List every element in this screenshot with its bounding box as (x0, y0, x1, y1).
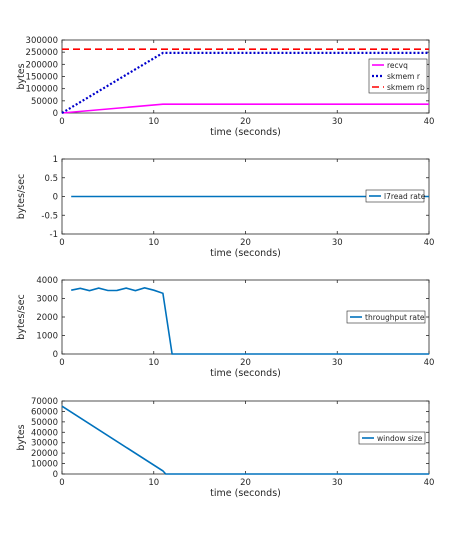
y-tick-label: 1000 (36, 332, 58, 342)
x-tick-label: 40 (424, 238, 435, 248)
legend-entry: skmem r (387, 72, 421, 81)
y-tick-label: 20000 (31, 449, 58, 459)
series-line-window-size (61, 405, 429, 475)
x-tick-label: 20 (240, 117, 251, 127)
y-tick-label: 0 (53, 109, 58, 119)
y-tick-label: -0.5 (41, 211, 58, 221)
y-tick-label: 10000 (31, 460, 58, 470)
legend-entry: l7read rate (384, 192, 426, 201)
legend: throughput rate (346, 310, 426, 324)
x-axis-label: time (seconds) (210, 127, 281, 138)
series-line-skmem-r (61, 51, 429, 114)
chart-panel-1: 0 10 20 30 400500001000001500002000002500003… (16, 36, 434, 138)
x-tick-label: 0 (59, 358, 64, 368)
x-tick-label: 30 (332, 478, 343, 488)
x-tick-label: 0 (59, 238, 64, 248)
x-tick-label: 20 (240, 358, 251, 368)
y-tick-label: 100000 (26, 85, 58, 95)
y-axis-label: bytes (16, 63, 27, 89)
x-tick-label: 30 (332, 117, 343, 127)
y-tick-label: 30000 (31, 439, 58, 449)
chart-panel-4: 0 10 20 30 40 0100002000030000400005000060000… (16, 397, 434, 499)
legend-entry: skmem rb (387, 83, 425, 92)
legend-box (365, 189, 425, 203)
x-tick-label: 30 (332, 238, 343, 248)
y-tick-label: 4000 (36, 276, 58, 286)
x-tick-label: 10 (148, 478, 159, 488)
x-tick-label: 10 (148, 358, 159, 368)
y-tick-label: 250000 (26, 48, 58, 58)
x-tick-label: 10 (148, 238, 159, 248)
y-tick-label: 40000 (31, 428, 58, 438)
legend-box (358, 431, 426, 445)
y-tick-label: 200000 (26, 60, 58, 70)
x-tick-label: 20 (240, 238, 251, 248)
y-tick-label: 70000 (31, 397, 58, 407)
y-tick-label: 50000 (31, 97, 58, 107)
y-tick-label: 150000 (26, 73, 58, 83)
y-axis-label: bytes/sec (16, 294, 27, 339)
legend-box (346, 310, 426, 324)
legend: l7read rate (365, 189, 426, 203)
y-axis-label: bytes/sec (16, 174, 27, 219)
y-tick-label: 0.5 (44, 174, 58, 184)
x-tick-label: 40 (424, 117, 435, 127)
x-axis-label: time (seconds) (210, 368, 281, 379)
legend-entry: throughput rate (365, 313, 425, 322)
x-axis-label: time (seconds) (210, 488, 281, 499)
y-tick-label: 2000 (36, 313, 58, 323)
legend: recvq skmem r skmem rb (368, 58, 428, 94)
x-tick-label: 40 (424, 358, 435, 368)
y-tick-label: -1 (50, 230, 58, 240)
y-tick-label: 0 (53, 470, 58, 480)
x-tick-label: 40 (424, 478, 435, 488)
y-axis-label: bytes (16, 424, 27, 450)
series-line-recvq (61, 103, 429, 114)
y-tick-label: 0 (53, 193, 58, 203)
x-tick-label: 0 (59, 478, 64, 488)
x-tick-label: 30 (332, 358, 343, 368)
y-tick-label: 3000 (36, 295, 58, 305)
y-tick-label: 0 (53, 350, 58, 360)
x-axis-label: time (seconds) (210, 248, 281, 259)
y-tick-label: 50000 (31, 418, 58, 428)
chart-panel-2: 0 10 20 30 40 -1 -0.5 0 0.5 1 time (seconds) bytes/… (16, 155, 434, 259)
x-tick-label: 20 (240, 478, 251, 488)
chart-panel-3: 0 10 20 30 40 0 1000 2000 3000 4000 time (seconds)… (16, 276, 434, 379)
y-tick-label: 1 (53, 155, 58, 165)
legend-entry: recvq (387, 61, 408, 70)
y-tick-label: 300000 (26, 36, 58, 46)
x-tick-label: 0 (59, 117, 64, 127)
legend-entry: window size (377, 434, 423, 443)
legend: window size (358, 431, 426, 445)
x-tick-label: 10 (148, 117, 159, 127)
y-tick-label: 60000 (31, 407, 58, 417)
series-line-throughput-rate (71, 286, 429, 355)
